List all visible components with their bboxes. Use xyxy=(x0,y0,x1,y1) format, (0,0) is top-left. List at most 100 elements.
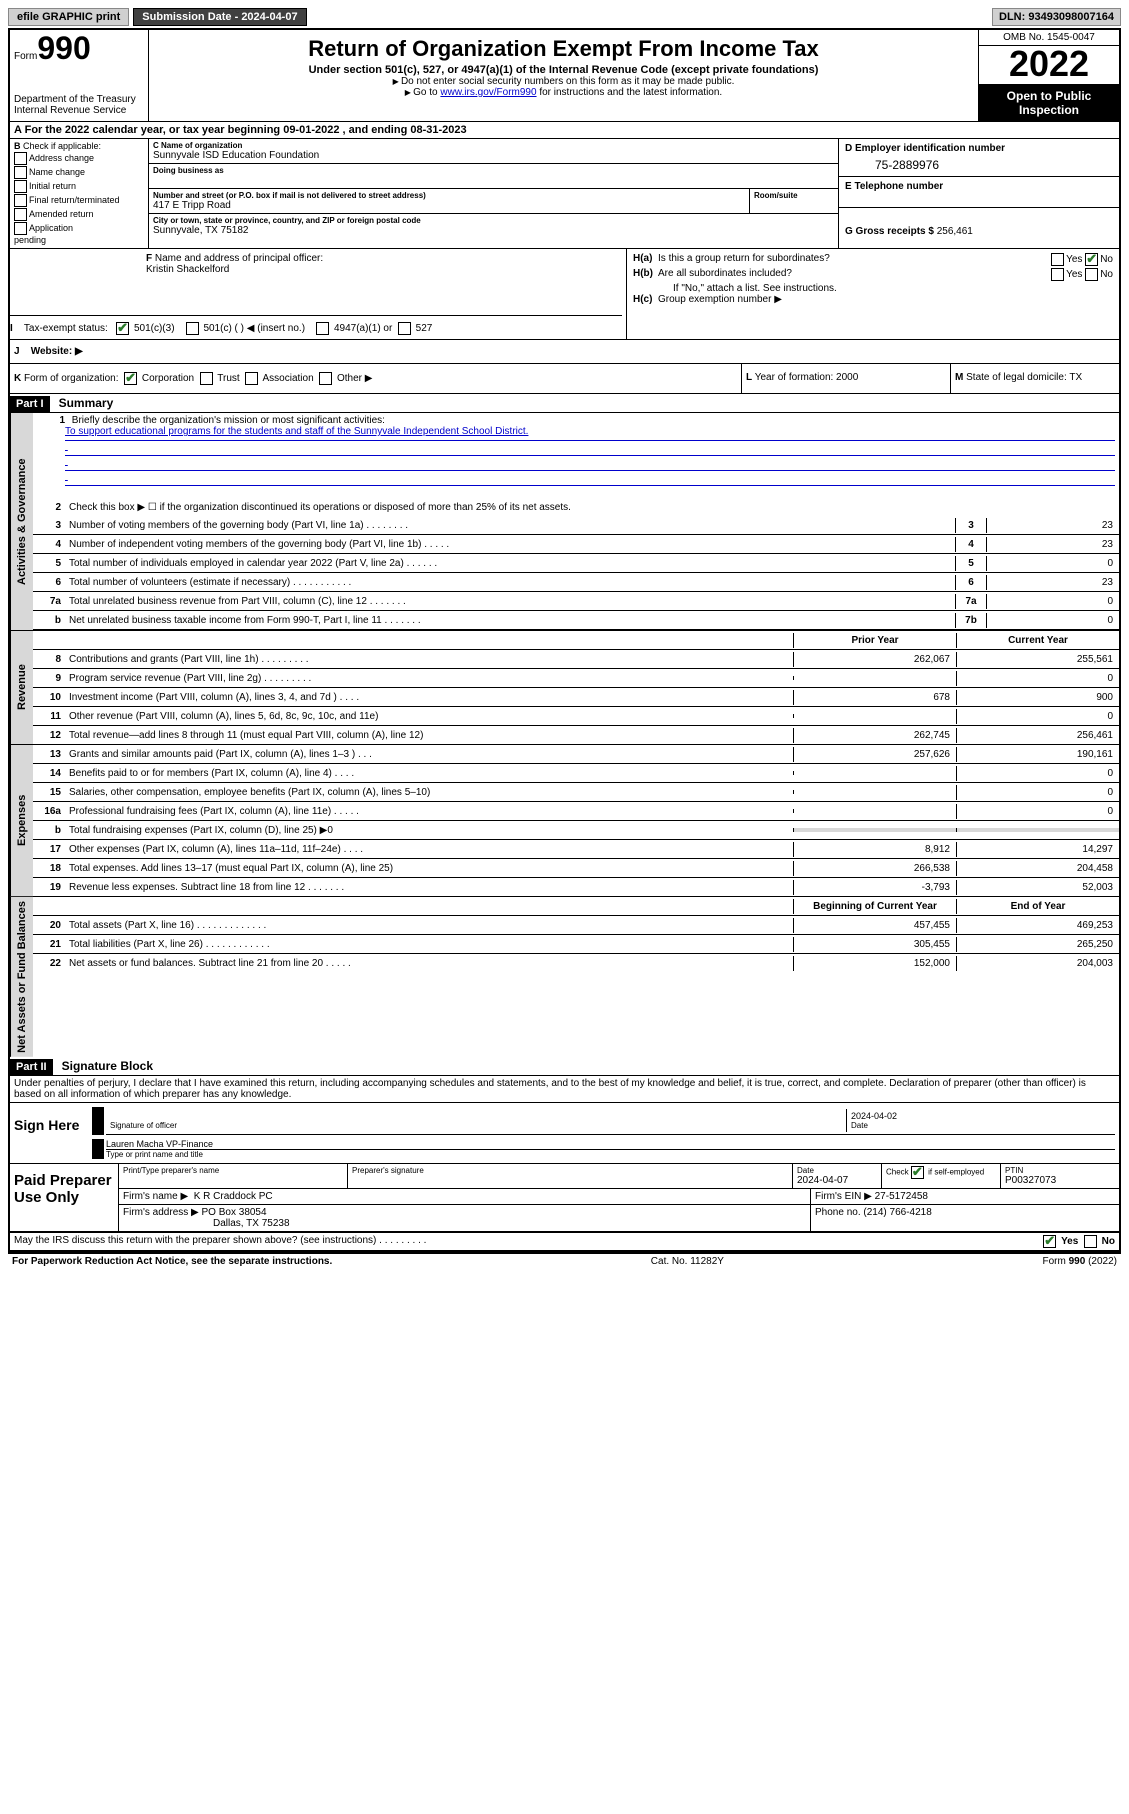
discuss-yes-checkbox[interactable] xyxy=(1043,1235,1056,1248)
data-line: 16aProfessional fundraising fees (Part I… xyxy=(33,802,1119,821)
ha-yes-checkbox[interactable] xyxy=(1051,253,1064,266)
sig-name-label: Type or print name and title xyxy=(106,1149,1115,1159)
4947-label: 4947(a)(1) or xyxy=(334,323,392,334)
state-domicile: State of legal domicile: TX xyxy=(966,372,1082,383)
gov-line: 2Check this box ▶ ☐ if the organization … xyxy=(33,498,1119,516)
room-label: Room/suite xyxy=(754,191,834,200)
org-name-value: Sunnyvale ISD Education Foundation xyxy=(153,150,834,161)
final-return-label: Final return/terminated xyxy=(29,195,120,205)
data-line: 9Program service revenue (Part VIII, lin… xyxy=(33,669,1119,688)
data-line: 10Investment income (Part VIII, column (… xyxy=(33,688,1119,707)
501c3-checkbox[interactable] xyxy=(116,322,129,335)
form-container: Form990 Department of the Treasury Inter… xyxy=(8,28,1121,1254)
ssn-note: Do not enter social security numbers on … xyxy=(153,76,974,87)
501c3-label: 501(c)(3) xyxy=(134,323,175,334)
form-number: 990 xyxy=(37,30,90,66)
hb-no-checkbox[interactable] xyxy=(1085,268,1098,281)
final-return-checkbox[interactable] xyxy=(14,194,27,207)
hb-label: Are all subordinates included? xyxy=(658,268,792,279)
address-change-checkbox[interactable] xyxy=(14,152,27,165)
hb-yes-checkbox[interactable] xyxy=(1051,268,1064,281)
initial-return-label: Initial return xyxy=(29,181,76,191)
efile-button[interactable]: efile GRAPHIC print xyxy=(8,8,129,26)
part2-header: Part II Signature Block xyxy=(10,1057,1119,1076)
officer-col: F Name and address of principal officer:… xyxy=(10,249,627,339)
title-col: Return of Organization Exempt From Incom… xyxy=(149,30,978,121)
begin-year-header: Beginning of Current Year xyxy=(793,899,956,914)
form-number-col: Form990 Department of the Treasury Inter… xyxy=(10,30,149,121)
phone-label: E Telephone number xyxy=(845,181,943,192)
sig-date-value: 2024-04-02 xyxy=(851,1111,1111,1121)
sig-marker2-icon xyxy=(92,1139,104,1159)
penalty-statement: Under penalties of perjury, I declare th… xyxy=(10,1076,1119,1103)
cat-number: Cat. No. 11282Y xyxy=(651,1256,724,1267)
submission-date-button[interactable]: Submission Date - 2024-04-07 xyxy=(133,8,306,26)
gov-line: 5Total number of individuals employed in… xyxy=(33,554,1119,573)
discuss-label: May the IRS discuss this return with the… xyxy=(14,1235,1043,1248)
firm-ein-label: Firm's EIN ▶ xyxy=(815,1191,872,1202)
firm-name-label: Firm's name ▶ xyxy=(123,1191,188,1202)
data-line: 18Total expenses. Add lines 13–17 (must … xyxy=(33,859,1119,878)
gross-receipts-label: G Gross receipts $ xyxy=(845,226,934,237)
street-label: Number and street (or P.O. box if mail i… xyxy=(153,191,745,200)
preparer-label: Paid Preparer Use Only xyxy=(10,1164,119,1231)
sig-officer-label: Signature of officer xyxy=(110,1121,842,1130)
application-pending-checkbox[interactable] xyxy=(14,222,27,235)
note2-post: for instructions and the latest informat… xyxy=(537,87,723,98)
4947-checkbox[interactable] xyxy=(316,322,329,335)
instructions-link[interactable]: www.irs.gov/Form990 xyxy=(440,87,536,98)
ha-no-checkbox[interactable] xyxy=(1085,253,1098,266)
trust-checkbox[interactable] xyxy=(200,372,213,385)
gov-line: 3Number of voting members of the governi… xyxy=(33,516,1119,535)
name-address-col: C Name of organization Sunnyvale ISD Edu… xyxy=(149,139,838,248)
governance-section: Activities & Governance 1 Briefly descri… xyxy=(10,413,1119,631)
org-name-label: C Name of organization xyxy=(153,141,834,150)
self-employed-checkbox[interactable] xyxy=(911,1166,924,1179)
527-checkbox[interactable] xyxy=(398,322,411,335)
gov-line: bNet unrelated business taxable income f… xyxy=(33,611,1119,630)
net-assets-section: Net Assets or Fund Balances Beginning of… xyxy=(10,897,1119,1057)
ptin-value: P00327073 xyxy=(1005,1175,1115,1186)
discuss-no-checkbox[interactable] xyxy=(1084,1235,1097,1248)
part1-title: Summary xyxy=(53,394,120,412)
data-line: 12Total revenue—add lines 8 through 11 (… xyxy=(33,726,1119,744)
discuss-no-label: No xyxy=(1102,1236,1115,1247)
website-row: J Website: ▶ xyxy=(10,340,1119,364)
hb-yes-label: Yes xyxy=(1066,269,1082,280)
prep-name-label: Print/Type preparer's name xyxy=(123,1166,343,1175)
end-year-header: End of Year xyxy=(956,899,1119,914)
amended-return-label: Amended return xyxy=(29,209,94,219)
part2-title: Signature Block xyxy=(56,1057,159,1075)
mission-label: Briefly describe the organization's miss… xyxy=(72,415,385,426)
assoc-checkbox[interactable] xyxy=(245,372,258,385)
mission-blank3 xyxy=(65,471,1115,486)
amended-return-checkbox[interactable] xyxy=(14,208,27,221)
header-row: Form990 Department of the Treasury Inter… xyxy=(10,30,1119,122)
other-checkbox[interactable] xyxy=(319,372,332,385)
hb-no-label: No xyxy=(1100,269,1113,280)
sig-marker-icon xyxy=(92,1107,104,1135)
right-col: OMB No. 1545-0047 2022 Open to Public In… xyxy=(978,30,1119,121)
footer-row: For Paperwork Reduction Act Notice, see … xyxy=(8,1254,1121,1269)
name-change-checkbox[interactable] xyxy=(14,166,27,179)
firm-addr2: Dallas, TX 75238 xyxy=(123,1218,806,1229)
governance-vtab: Activities & Governance xyxy=(10,413,33,630)
net-hdr-label xyxy=(65,904,793,908)
preparer-row: Paid Preparer Use Only Print/Type prepar… xyxy=(10,1164,1119,1233)
hc-label: Group exemption number ▶ xyxy=(658,294,782,305)
501c-label: 501(c) ( ) ◀ (insert no.) xyxy=(203,323,305,334)
dba-label: Doing business as xyxy=(153,166,834,175)
current-year-header: Current Year xyxy=(956,633,1119,648)
tax-status-label: Tax-exempt status: xyxy=(24,323,108,334)
data-line: 21Total liabilities (Part X, line 26) . … xyxy=(33,935,1119,954)
revenue-vtab: Revenue xyxy=(10,631,33,744)
part2-label: Part II xyxy=(10,1059,53,1075)
form-label: Form xyxy=(14,51,37,62)
expenses-vtab: Expenses xyxy=(10,745,33,896)
initial-return-checkbox[interactable] xyxy=(14,180,27,193)
corp-checkbox[interactable] xyxy=(124,372,137,385)
form-version: Form 990 (2022) xyxy=(1043,1256,1117,1267)
note2-pre: Go to xyxy=(413,87,440,98)
data-line: 22Net assets or fund balances. Subtract … xyxy=(33,954,1119,972)
501c-checkbox[interactable] xyxy=(186,322,199,335)
